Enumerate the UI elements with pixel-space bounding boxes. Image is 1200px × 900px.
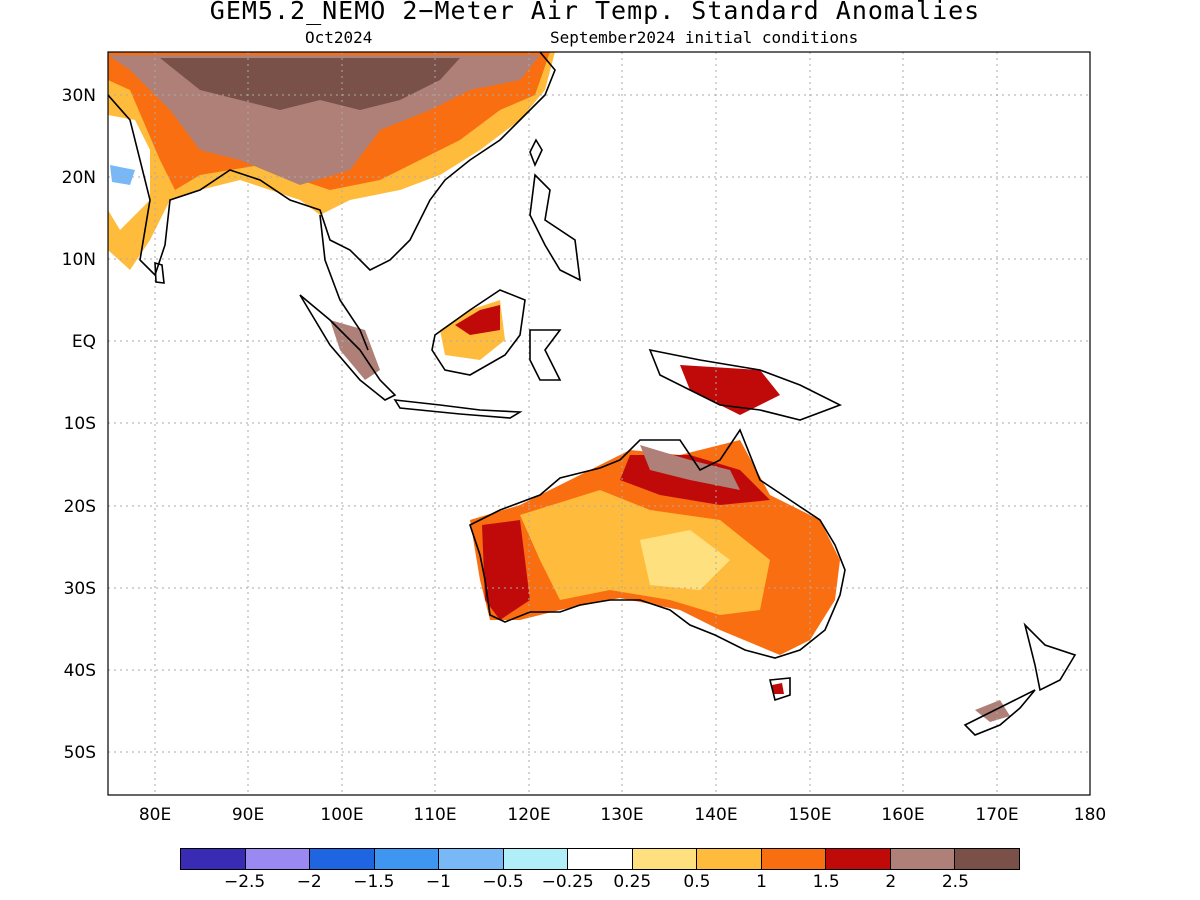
anomaly-region-india-blue	[110, 165, 135, 185]
lon-label: 100E	[320, 805, 363, 825]
coastlines	[108, 52, 1077, 736]
color-legend	[180, 848, 1020, 870]
lon-gridlines	[154, 52, 998, 795]
lat-label: 20N	[62, 168, 96, 188]
lat-label: 10S	[64, 414, 96, 434]
legend-swatch	[310, 849, 375, 869]
lat-label: 50S	[64, 743, 96, 763]
legend-swatch	[826, 849, 891, 869]
legend-label: 1.5	[812, 872, 840, 892]
anomaly-region-tibet	[160, 58, 460, 110]
lon-labels: 80E 90E 100E 110E 120E 130E 140E 150E 16…	[139, 805, 1106, 825]
anomaly-region-sumatra	[330, 320, 380, 380]
legend-swatch	[632, 849, 698, 869]
lat-label: 40S	[64, 661, 96, 681]
legend-swatch	[374, 849, 440, 869]
legend-swatch	[245, 849, 311, 869]
anomaly-region-newguinea	[680, 365, 780, 415]
legend-label: −0.5	[482, 872, 524, 892]
lon-label: 90E	[232, 805, 264, 825]
legend-swatch	[503, 849, 569, 869]
lat-label: 10N	[62, 250, 96, 270]
anomaly-region-australia-ne	[640, 445, 740, 490]
lat-label: 30N	[62, 86, 96, 106]
coastline-sumatra	[299, 294, 397, 401]
anomaly-region-borneo-hot	[455, 305, 500, 335]
legend-label: −0.25	[541, 872, 594, 892]
legend-label: −2.5	[223, 872, 266, 892]
coastline-nz-south	[963, 689, 1036, 736]
plot-frame	[107, 51, 1091, 796]
lat-gridlines	[108, 94, 1090, 753]
lat-label: EQ	[72, 332, 96, 352]
legend-label: 0.5	[683, 872, 711, 892]
legend-label: 2	[885, 872, 897, 892]
anomaly-region-australia-centre	[640, 530, 730, 590]
initial-conditions: September2024 initial conditions	[550, 28, 859, 47]
legend-swatch	[181, 849, 246, 869]
lat-labels: 30N 20N 10N EQ 10S 20S 30S 40S 50S	[62, 86, 96, 763]
lon-label: 80E	[139, 805, 171, 825]
anomaly-region-tasmania	[772, 683, 784, 694]
lon-label: 170E	[975, 805, 1018, 825]
coastline-tasmania	[768, 677, 791, 702]
lon-label: 150E	[788, 805, 831, 825]
legend-swatch	[761, 849, 827, 869]
chart-title: GEM5.2_NEMO 2−Meter Air Temp. Standard A…	[209, 0, 981, 25]
coastline-java	[393, 399, 523, 419]
coastline-newguinea	[648, 348, 842, 421]
legend-label: −2	[296, 872, 322, 892]
lon-label: 140E	[694, 805, 737, 825]
legend-swatch	[568, 849, 633, 869]
legend-label: −1.5	[353, 872, 395, 892]
lon-label: 110E	[413, 805, 456, 825]
legend-label: 2.5	[941, 872, 969, 892]
forecast-month: Oct2024	[305, 28, 373, 47]
legend-swatch	[439, 849, 504, 869]
coastline-australia	[469, 428, 846, 659]
lon-label: 160E	[881, 805, 924, 825]
legend-swatch	[955, 849, 1019, 869]
legend-label: −1	[425, 872, 451, 892]
coastline-borneo	[431, 289, 526, 376]
anomaly-shading	[108, 52, 1010, 722]
lon-label: 130E	[600, 805, 643, 825]
lon-label: 180	[1074, 805, 1106, 825]
legend-swatch	[697, 849, 762, 869]
coastline-nz-north	[1023, 622, 1077, 692]
coastline-malay-peninsula	[319, 214, 369, 351]
coastline-sulawesi	[529, 329, 562, 381]
anomaly-region-australia-west	[482, 520, 530, 620]
coastline-philippines	[529, 173, 581, 282]
lon-label: 120E	[507, 805, 550, 825]
coastline-srilanka	[154, 261, 165, 284]
legend-label: 0.25	[613, 872, 652, 892]
lat-label: 20S	[64, 497, 96, 517]
legend-label: 1	[756, 872, 767, 892]
legend-swatch	[890, 849, 956, 869]
lat-label: 30S	[64, 579, 96, 599]
coastline-taiwan	[529, 138, 543, 168]
